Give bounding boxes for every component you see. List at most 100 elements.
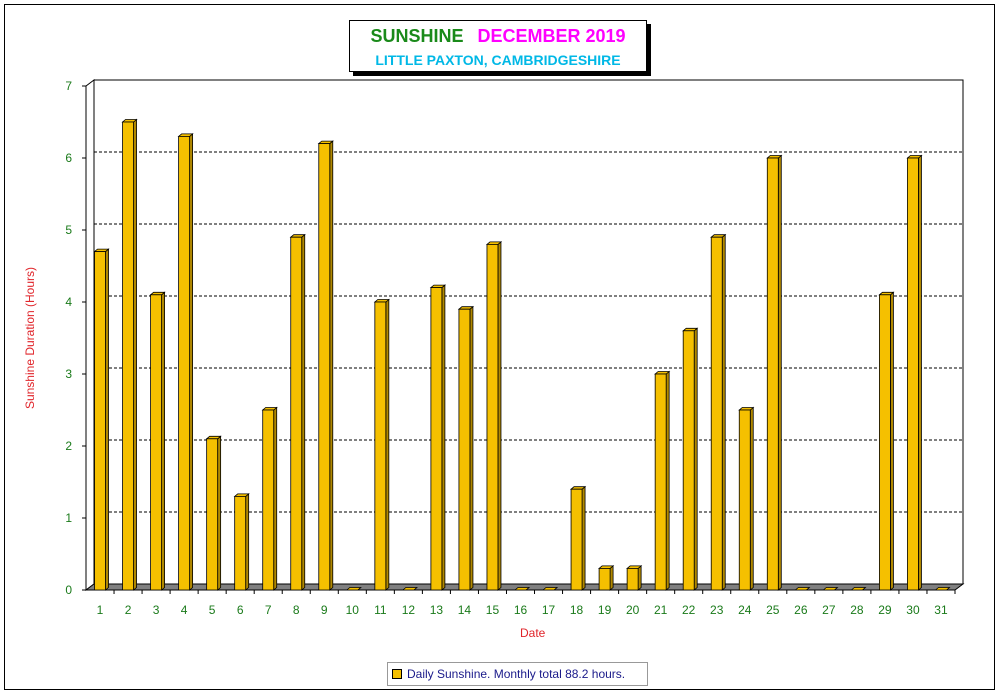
bar-top [934,587,951,591]
bar-top [794,587,811,591]
plot-back-wall [93,79,964,585]
x-tick-label: 27 [822,603,836,617]
x-tick-label: 20 [626,603,640,617]
bar-side [469,305,474,591]
title-box: SUNSHINE DECEMBER 2019 LITTLE PAXTON, CAM… [349,20,647,72]
x-tick-label: 3 [153,603,160,617]
legend-swatch [392,668,402,679]
bar [234,495,247,591]
x-tick-label: 10 [346,603,360,617]
bar [879,294,891,591]
bar-side [609,565,614,591]
bar [907,157,919,591]
x-tick-label: 9 [321,603,328,617]
bar-side [245,493,250,591]
y-tick-label: 2 [65,439,72,453]
x-tick-label: 19 [598,603,612,617]
x-tick-label: 8 [293,603,300,617]
y-tick-label: 7 [65,79,72,93]
title-line: SUNSHINE DECEMBER 2019 [350,26,646,47]
x-tick-label: 4 [181,603,188,617]
y-tick-label: 1 [65,511,72,525]
title-location: LITTLE PAXTON, CAMBRIDGESHIRE [375,52,621,68]
x-tick-label: 12 [402,603,416,617]
bar [710,236,723,591]
x-tick-label: 14 [458,603,472,617]
bar [290,236,303,591]
bar-top [401,587,418,591]
bar-side [217,435,222,591]
bar [486,243,499,591]
bar-side [693,327,698,591]
x-tick-label: 18 [570,603,584,617]
x-tick-label: 6 [237,603,244,617]
x-tick-label: 2 [125,603,132,617]
bar [94,251,106,591]
plot-left-wall [85,79,95,591]
x-tick-label: 16 [514,603,528,617]
bar-side [161,291,165,591]
bar [374,301,387,591]
title-main: SUNSHINE [370,26,464,46]
bar-side [665,370,670,591]
bar-side [441,284,446,591]
bar-side [497,241,502,591]
y-tick-label: 6 [65,151,72,165]
x-tick-label: 29 [878,603,892,617]
x-tick-label: 23 [710,603,724,617]
x-tick-label: 7 [265,603,272,617]
bar-side [301,233,306,591]
bar-top [345,587,362,591]
bar-side [721,233,726,591]
bar-side [273,406,278,591]
bar [738,409,751,591]
y-axis-label: Sunshine Duration (Hours) [23,266,37,410]
bar-top [513,587,531,591]
bar [766,157,779,591]
bar-side [777,154,782,591]
bar [150,294,162,591]
legend: Daily Sunshine. Monthly total 88.2 hours… [387,662,648,686]
bar [206,438,219,591]
bar [262,409,275,591]
x-axis-label: Date [520,626,546,640]
x-tick-label: 17 [542,603,556,617]
x-tick-label: 22 [682,603,696,617]
x-tick-label: 28 [850,603,864,617]
bar [570,488,583,591]
bar-top [822,587,839,591]
y-tick-label: 0 [65,583,72,597]
bar [598,568,611,591]
bar [318,143,331,591]
bar [626,568,639,591]
bar-side [637,565,642,591]
x-tick-label: 24 [738,603,752,617]
bar [682,330,695,591]
bar-side [105,248,109,591]
bar [178,135,191,591]
bar-side [890,291,894,591]
bar [654,373,667,591]
x-tick-label: 26 [794,603,808,617]
x-tick-label: 1 [97,603,104,617]
x-tick-label: 30 [906,603,920,617]
bar [430,287,443,591]
bar [458,308,471,591]
bar-top [850,587,867,591]
bar-side [749,406,754,591]
title-period: DECEMBER 2019 [477,26,626,46]
bar-side [385,298,390,591]
bar-side [133,118,137,591]
y-tick-label: 3 [65,367,72,381]
y-tick-label: 4 [65,295,72,309]
x-tick-label: 25 [766,603,780,617]
x-tick-label: 15 [486,603,500,617]
bar-side [189,133,194,591]
legend-label: Daily Sunshine. Monthly total 88.2 hours… [407,667,626,681]
bar [122,121,134,591]
x-tick-label: 11 [374,603,387,617]
bar-side [329,140,334,591]
x-tick-label: 31 [934,603,948,617]
y-tick-label: 5 [65,223,72,237]
